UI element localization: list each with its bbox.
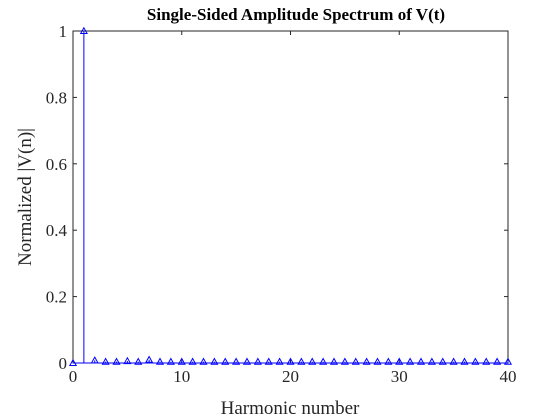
stem-marker <box>308 357 317 365</box>
stem-marker <box>101 357 110 365</box>
x-axis: 0 10 20 30 40 <box>69 31 517 386</box>
y-tick-label: 0.8 <box>46 88 67 107</box>
stem-marker <box>329 357 339 365</box>
stem-marker <box>286 357 295 365</box>
stem-marker <box>134 357 143 365</box>
stem-marker <box>427 357 436 365</box>
stem-marker <box>264 357 273 365</box>
stem-marker <box>340 357 349 365</box>
stem-marker <box>319 357 328 365</box>
stem-marker <box>155 357 165 365</box>
stem-marker <box>362 357 371 365</box>
stem-marker <box>145 355 154 363</box>
stem-marker <box>221 357 230 365</box>
stem-marker <box>449 357 458 365</box>
x-tick-label: 10 <box>173 367 190 386</box>
y-axis: 0 0.2 0.4 0.6 0.8 1 <box>46 22 508 373</box>
stem-marker <box>210 357 219 365</box>
x-tick-label: 0 <box>69 367 78 386</box>
stem-marker <box>199 357 208 365</box>
stem-marker <box>275 357 284 365</box>
x-tick-label: 30 <box>391 367 408 386</box>
stem-marker <box>503 357 513 365</box>
y-tick-label: 0.2 <box>46 288 67 307</box>
stem-marker <box>406 357 415 365</box>
stem-marker <box>384 357 393 365</box>
stem-marker <box>123 356 132 365</box>
y-tick-label: 0.6 <box>46 155 67 174</box>
stem-marker <box>112 357 121 365</box>
stem-marker <box>79 26 88 35</box>
plot-frame <box>72 30 509 364</box>
chart-title: Single-Sided Amplitude Spectrum of V(t) <box>147 5 445 24</box>
x-axis-label: Harmonic number <box>221 398 360 419</box>
stem-marker <box>438 357 447 365</box>
stem-marker <box>493 357 502 365</box>
stem-marker <box>232 357 241 365</box>
y-tick-label: 0 <box>59 354 68 373</box>
stem-marker <box>166 357 175 365</box>
x-tick-label: 20 <box>282 367 299 386</box>
stem-marker <box>416 357 426 365</box>
y-tick-label: 1 <box>59 22 68 41</box>
stem-marker <box>482 357 491 365</box>
y-axis-label: Normalized |V(n)| <box>15 128 36 266</box>
x-tick-label: 40 <box>500 367 517 386</box>
stem-marker <box>373 357 382 365</box>
stem-marker <box>188 357 197 365</box>
stem-series <box>68 26 513 367</box>
stem-marker <box>351 357 360 365</box>
stem-marker <box>471 357 480 365</box>
stem-marker <box>242 357 252 365</box>
stem-marker <box>253 357 262 365</box>
stem-marker <box>90 356 99 364</box>
stem-marker <box>297 357 306 365</box>
stem-marker <box>177 357 186 365</box>
stem-marker <box>68 358 78 367</box>
stem-marker <box>395 357 404 365</box>
stem-marker <box>460 357 469 365</box>
y-tick-label: 0.4 <box>46 221 68 240</box>
